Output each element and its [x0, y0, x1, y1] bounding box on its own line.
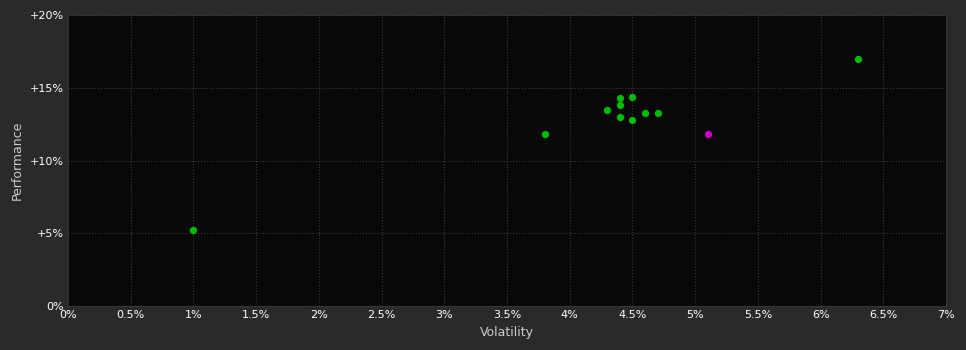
Point [625, 117, 640, 123]
Point [625, 94, 640, 99]
Point [612, 114, 628, 120]
Point [185, 228, 201, 233]
Point [600, 107, 615, 112]
Point [537, 132, 553, 137]
Point [612, 95, 628, 101]
Point [638, 110, 653, 116]
Point [850, 56, 866, 62]
Point [612, 103, 628, 108]
Point [650, 110, 666, 116]
X-axis label: Volatility: Volatility [480, 326, 534, 339]
Point [700, 132, 716, 137]
Y-axis label: Performance: Performance [12, 121, 24, 200]
